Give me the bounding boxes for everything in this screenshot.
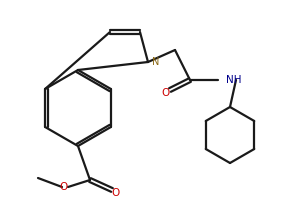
Text: O: O	[161, 88, 169, 98]
Text: NH: NH	[226, 75, 241, 85]
Text: O: O	[112, 188, 120, 198]
Text: N: N	[152, 57, 159, 67]
Text: O: O	[60, 182, 68, 192]
